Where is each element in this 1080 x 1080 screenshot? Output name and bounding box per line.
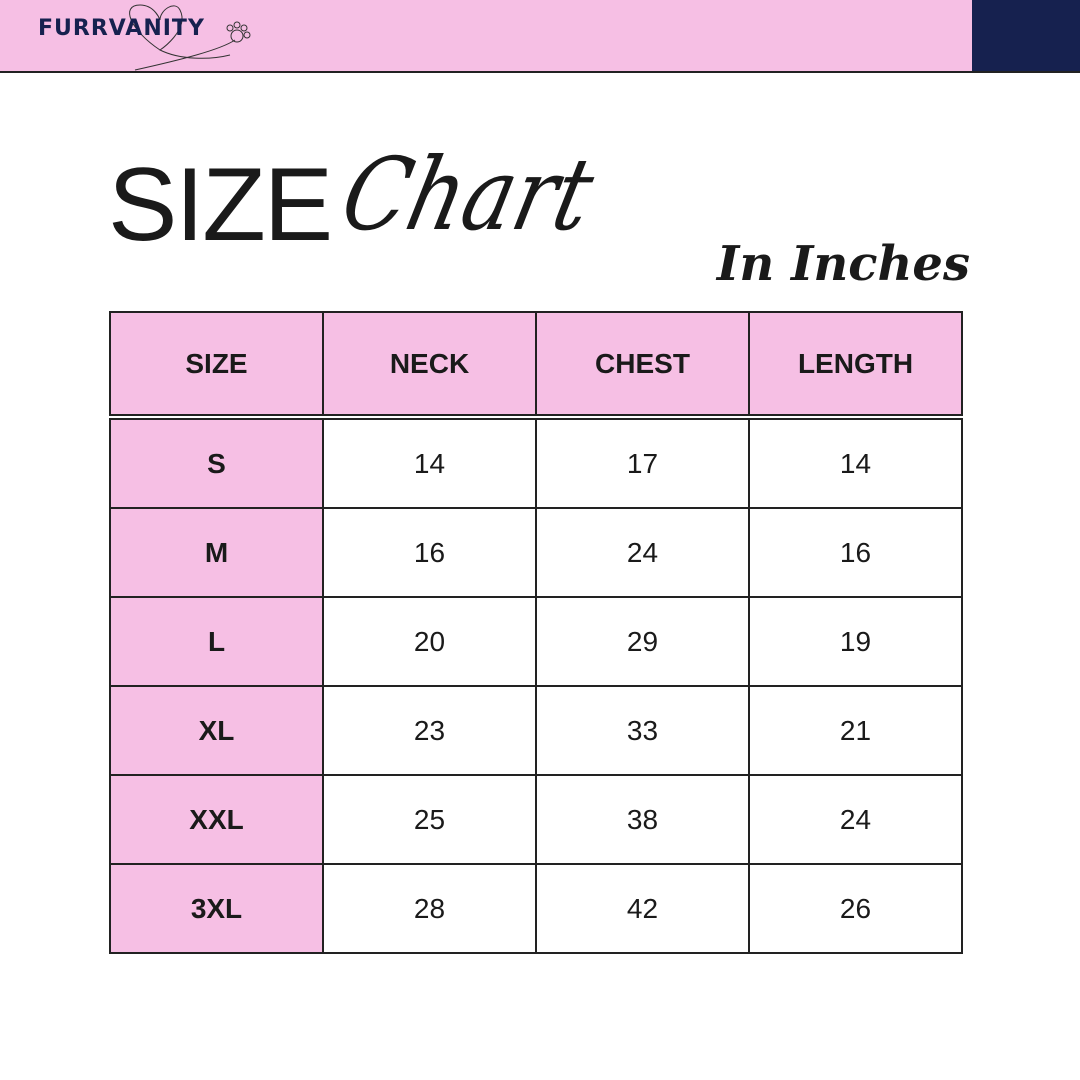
table-row: S 14 17 14 bbox=[109, 418, 963, 509]
navy-block bbox=[972, 0, 1080, 71]
cell-neck: 23 bbox=[322, 685, 537, 776]
cell-chest: 17 bbox=[535, 418, 750, 509]
cell-length: 19 bbox=[748, 596, 963, 687]
header-banner: FURRVANITY bbox=[0, 0, 1080, 73]
cell-length: 26 bbox=[748, 863, 963, 954]
cell-chest: 29 bbox=[535, 596, 750, 687]
table-header-row: SIZE NECK CHEST LENGTH bbox=[109, 311, 963, 416]
cell-size: M bbox=[109, 507, 324, 598]
brand-logo: FURRVANITY bbox=[38, 16, 205, 41]
header-size: SIZE bbox=[109, 311, 324, 416]
cell-neck: 14 bbox=[322, 418, 537, 509]
table-row: XL 23 33 21 bbox=[109, 685, 963, 776]
cell-neck: 25 bbox=[322, 774, 537, 865]
cell-chest: 38 bbox=[535, 774, 750, 865]
header-chest: CHEST bbox=[535, 311, 750, 416]
cell-size: L bbox=[109, 596, 324, 687]
cell-neck: 16 bbox=[322, 507, 537, 598]
table-row: XXL 25 38 24 bbox=[109, 774, 963, 865]
header-neck: NECK bbox=[322, 311, 537, 416]
cell-length: 16 bbox=[748, 507, 963, 598]
cell-size: 3XL bbox=[109, 863, 324, 954]
cell-length: 21 bbox=[748, 685, 963, 776]
cell-chest: 33 bbox=[535, 685, 750, 776]
table-row: 3XL 28 42 26 bbox=[109, 863, 963, 954]
table-row: L 20 29 19 bbox=[109, 596, 963, 687]
cell-neck: 28 bbox=[322, 863, 537, 954]
page-title: SIZE bbox=[108, 147, 333, 263]
cell-size: XXL bbox=[109, 774, 324, 865]
cell-chest: 42 bbox=[535, 863, 750, 954]
page-title-script: Chart bbox=[331, 136, 604, 253]
cell-chest: 24 bbox=[535, 507, 750, 598]
header-length: LENGTH bbox=[748, 311, 963, 416]
cell-length: 14 bbox=[748, 418, 963, 509]
heart-paw-icon bbox=[129, 4, 251, 71]
table-row: M 16 24 16 bbox=[109, 507, 963, 598]
size-table: SIZE NECK CHEST LENGTH S 14 17 14 M 16 24 16 L 20… bbox=[109, 311, 963, 954]
cell-size: XL bbox=[109, 685, 324, 776]
cell-neck: 20 bbox=[322, 596, 537, 687]
cell-size: S bbox=[109, 418, 324, 509]
units-label: In Inches bbox=[716, 236, 970, 292]
cell-length: 24 bbox=[748, 774, 963, 865]
